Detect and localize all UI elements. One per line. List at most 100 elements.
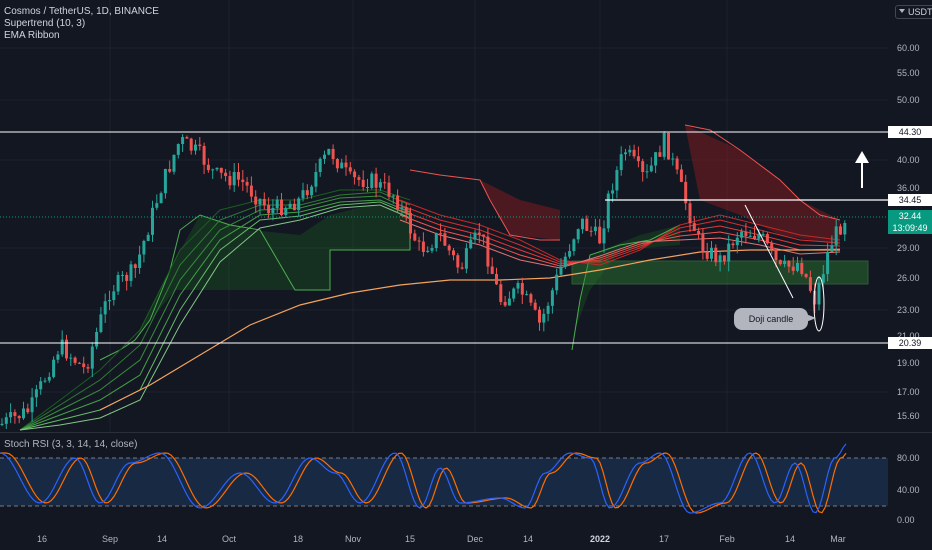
candle-body bbox=[370, 173, 374, 189]
candle-body bbox=[731, 243, 735, 246]
candle-body bbox=[409, 212, 412, 234]
candle-body bbox=[834, 226, 838, 246]
candle-body bbox=[288, 203, 292, 208]
time-tick: Mar bbox=[830, 534, 846, 544]
candle-body bbox=[710, 247, 713, 259]
candle-body bbox=[116, 274, 120, 292]
candle-body bbox=[30, 397, 34, 413]
stoch-rsi-pane[interactable] bbox=[0, 433, 888, 530]
candle-body bbox=[0, 423, 4, 425]
candle-body bbox=[826, 251, 830, 275]
time-tick: 16 bbox=[36, 534, 48, 544]
candle-body bbox=[843, 223, 847, 235]
candle-body bbox=[297, 198, 301, 211]
price-tick: 26.00 bbox=[897, 273, 920, 283]
time-tick: Nov bbox=[344, 534, 362, 544]
doji-callout: Doji candle bbox=[734, 308, 808, 330]
candle-body bbox=[688, 203, 692, 224]
candle-body bbox=[310, 186, 314, 196]
candle-body bbox=[808, 277, 812, 291]
candle-body bbox=[645, 171, 649, 173]
candle-body bbox=[120, 274, 124, 276]
candle-body bbox=[301, 190, 305, 199]
supertrend-line-red bbox=[409, 169, 560, 241]
candle-body bbox=[430, 247, 434, 251]
ema-ribbon bbox=[19, 189, 411, 431]
pane-separator[interactable] bbox=[0, 432, 932, 433]
price-tick: 55.00 bbox=[897, 68, 920, 78]
supertrend-legend[interactable]: Supertrend (10, 3) bbox=[4, 18, 86, 29]
candle-body bbox=[649, 165, 653, 172]
candle-body bbox=[82, 363, 86, 368]
candle-body bbox=[774, 249, 778, 261]
stoch-rsi-legend[interactable]: Stoch RSI (3, 3, 14, 14, close) bbox=[4, 439, 138, 450]
candle-body bbox=[17, 415, 21, 419]
candle-body bbox=[65, 339, 68, 359]
candle-body bbox=[168, 168, 172, 172]
candle-body bbox=[133, 264, 137, 268]
supertrend-line-green bbox=[99, 210, 411, 361]
price-tick: 15.60 bbox=[897, 411, 920, 421]
candle-body bbox=[679, 169, 683, 182]
candle-body bbox=[262, 198, 266, 206]
candle-body bbox=[129, 264, 133, 281]
candle-body bbox=[314, 172, 318, 187]
candle-body bbox=[185, 137, 189, 139]
osc-tick: 80.00 bbox=[897, 453, 920, 463]
candle-body bbox=[490, 266, 494, 274]
price-tick: 40.00 bbox=[897, 155, 920, 165]
candle-body bbox=[748, 235, 752, 237]
candle-body bbox=[503, 301, 507, 306]
candle-body bbox=[378, 182, 382, 188]
candle-body bbox=[103, 301, 107, 315]
currency-selector[interactable]: USDT bbox=[895, 5, 932, 19]
supertrend-line-red-2 bbox=[684, 124, 841, 221]
candle-body bbox=[112, 291, 116, 301]
candle-body bbox=[258, 198, 262, 205]
candle-body bbox=[95, 331, 99, 347]
candle-body bbox=[99, 314, 103, 332]
time-tick: 14 bbox=[522, 534, 534, 544]
candle-body bbox=[228, 176, 232, 186]
level-label-low: 20.39 bbox=[888, 337, 932, 349]
candle-body bbox=[697, 230, 701, 235]
ema-ribbon-legend[interactable]: EMA Ribbon bbox=[4, 30, 60, 41]
candle-body bbox=[443, 233, 447, 246]
callout-pointer bbox=[806, 314, 816, 322]
candle-body bbox=[770, 243, 774, 250]
price-tick: 19.00 bbox=[897, 358, 920, 368]
candle-body bbox=[469, 239, 473, 249]
candle-body bbox=[714, 247, 718, 263]
candle-body bbox=[215, 167, 219, 170]
candle-body bbox=[421, 241, 425, 253]
candle-body bbox=[744, 231, 748, 236]
candle-body bbox=[163, 168, 167, 194]
candle-body bbox=[219, 167, 223, 173]
price-chart[interactable] bbox=[0, 0, 888, 432]
candle-body bbox=[452, 250, 455, 256]
candle-body bbox=[224, 172, 228, 177]
candle-body bbox=[701, 234, 705, 252]
candle-body bbox=[572, 239, 576, 252]
candle-body bbox=[495, 273, 498, 285]
candle-body bbox=[740, 231, 744, 238]
time-axis[interactable] bbox=[0, 530, 888, 550]
candle-body bbox=[73, 357, 77, 363]
candle-body bbox=[675, 158, 679, 170]
candle-body bbox=[146, 234, 150, 241]
candle-body bbox=[447, 245, 451, 251]
time-tick: 14 bbox=[156, 534, 168, 544]
candle-body bbox=[830, 245, 834, 252]
candle-body bbox=[611, 190, 615, 194]
price-axis[interactable] bbox=[888, 0, 932, 530]
candle-body bbox=[366, 186, 369, 189]
candle-body bbox=[817, 282, 821, 305]
price-tick: 21.00 bbox=[897, 331, 920, 341]
candle-body bbox=[194, 144, 197, 151]
candle-body bbox=[632, 149, 636, 157]
candle-body bbox=[22, 408, 25, 419]
candle-body bbox=[585, 218, 589, 231]
supertrend-red-zone-2 bbox=[685, 125, 840, 245]
candle-body bbox=[477, 232, 481, 235]
candle-body bbox=[77, 362, 81, 364]
